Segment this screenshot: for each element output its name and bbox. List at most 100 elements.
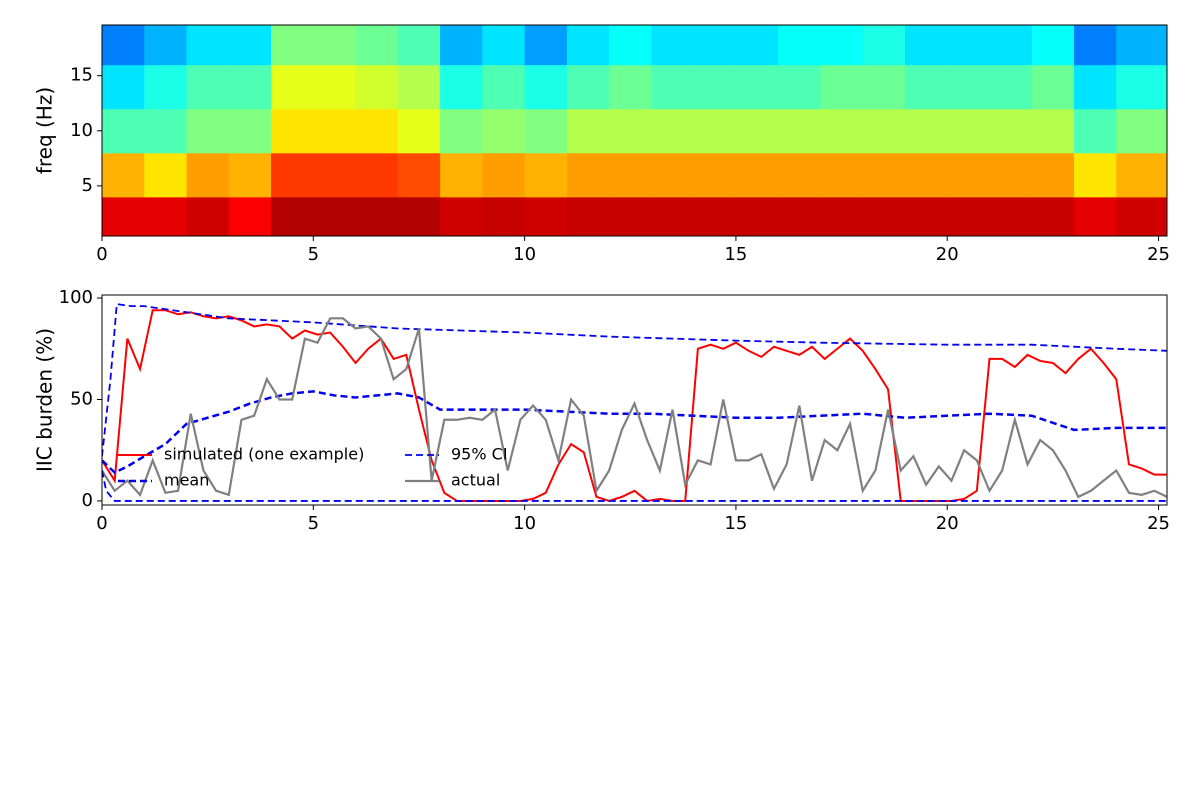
heat-cell xyxy=(186,152,230,198)
heat-cell xyxy=(651,196,695,236)
heat-cell xyxy=(524,108,568,154)
heat-cell xyxy=(440,108,483,154)
heat-cell xyxy=(778,108,821,154)
heat-cell xyxy=(355,25,399,66)
heat-cell xyxy=(482,152,526,198)
heat-cell xyxy=(397,196,441,236)
heat-cell xyxy=(735,64,779,110)
heat-cell xyxy=(271,108,314,154)
y-tick-label: 5 xyxy=(82,175,93,196)
x-tick-label: 15 xyxy=(724,513,747,534)
heat-cell xyxy=(989,108,1033,154)
heat-cell xyxy=(1031,25,1075,66)
y-tick-label: 15 xyxy=(70,65,93,86)
heat-cell xyxy=(186,108,230,154)
heat-cell xyxy=(904,25,948,66)
heat-cell xyxy=(228,152,272,198)
heat-cell xyxy=(1074,64,1117,110)
plot-area xyxy=(102,25,1167,236)
heat-cell xyxy=(355,108,399,154)
heat-cell xyxy=(609,64,652,110)
heat-cell xyxy=(651,108,695,154)
heat-cell xyxy=(989,196,1033,236)
heat-cell xyxy=(482,64,526,110)
heat-cell xyxy=(735,108,779,154)
heat-cell xyxy=(609,108,652,154)
heat-cell xyxy=(313,64,357,110)
heat-cell xyxy=(820,152,864,198)
x-tick-label: 15 xyxy=(724,244,747,265)
series-line xyxy=(102,470,1167,502)
legend-label: actual xyxy=(451,471,500,490)
heat-cell xyxy=(862,196,906,236)
heat-cell xyxy=(186,64,230,110)
heat-cell xyxy=(397,152,441,198)
y-axis-label: IIC burden (%) xyxy=(33,328,57,472)
heat-cell xyxy=(1031,108,1075,154)
legend-label: mean xyxy=(164,471,209,490)
heat-cell xyxy=(228,196,272,236)
x-tick-label: 5 xyxy=(308,244,319,265)
y-axis-label: freq (Hz) xyxy=(33,87,57,174)
heat-cell xyxy=(1116,152,1160,198)
heat-cell xyxy=(313,108,357,154)
heat-cell xyxy=(1116,25,1160,66)
heat-cell xyxy=(144,108,188,154)
x-tick-label: 10 xyxy=(513,244,536,265)
heat-cell xyxy=(862,64,906,110)
heat-cell xyxy=(693,25,737,66)
heat-cell xyxy=(1031,64,1075,110)
heat-cell xyxy=(947,152,990,198)
heat-cell xyxy=(566,108,610,154)
heat-cell xyxy=(102,152,145,198)
series-line xyxy=(102,309,1167,502)
heat-cell xyxy=(1116,64,1160,110)
heat-cell xyxy=(144,25,188,66)
heat-cell xyxy=(524,64,568,110)
heat-cell xyxy=(271,25,314,66)
heat-cell xyxy=(355,64,399,110)
heat-cell xyxy=(862,108,906,154)
heat-cell xyxy=(735,152,779,198)
heat-cell xyxy=(904,108,948,154)
heat-cell xyxy=(862,152,906,198)
heat-cell xyxy=(355,196,399,236)
heat-cell xyxy=(482,108,526,154)
heat-cell xyxy=(566,152,610,198)
heat-cell xyxy=(1158,152,1167,198)
y-tick-label: 0 xyxy=(82,490,93,511)
heat-cell xyxy=(778,64,821,110)
heat-cell xyxy=(1158,108,1167,154)
heat-cell xyxy=(693,196,737,236)
heat-cell xyxy=(186,196,230,236)
heat-cell xyxy=(144,152,188,198)
legend-label: 95% CI xyxy=(451,445,508,464)
heat-cell xyxy=(397,108,441,154)
heat-cell xyxy=(947,64,990,110)
heat-cell xyxy=(397,25,441,66)
heat-cell xyxy=(947,25,990,66)
heat-cell xyxy=(989,64,1033,110)
heat-cell xyxy=(778,25,821,66)
heat-cell xyxy=(1074,196,1117,236)
heat-cell xyxy=(524,25,568,66)
heat-cell xyxy=(271,152,314,198)
heat-cell xyxy=(144,196,188,236)
heat-cell xyxy=(524,152,568,198)
x-tick-label: 25 xyxy=(1147,244,1170,265)
heat-cell xyxy=(313,152,357,198)
legend-label: simulated (one example) xyxy=(164,445,364,464)
heat-cell xyxy=(820,25,864,66)
x-tick-label: 10 xyxy=(513,513,536,534)
heat-cell xyxy=(904,152,948,198)
heat-cell xyxy=(228,64,272,110)
heat-cell xyxy=(609,196,652,236)
heat-cell xyxy=(904,64,948,110)
heat-cell xyxy=(735,25,779,66)
heat-cell xyxy=(397,64,441,110)
heat-cell xyxy=(820,64,864,110)
x-tick-label: 5 xyxy=(308,513,319,534)
y-tick-label: 10 xyxy=(70,120,93,141)
y-tick-label: 100 xyxy=(59,287,93,308)
x-tick-label: 20 xyxy=(936,513,959,534)
